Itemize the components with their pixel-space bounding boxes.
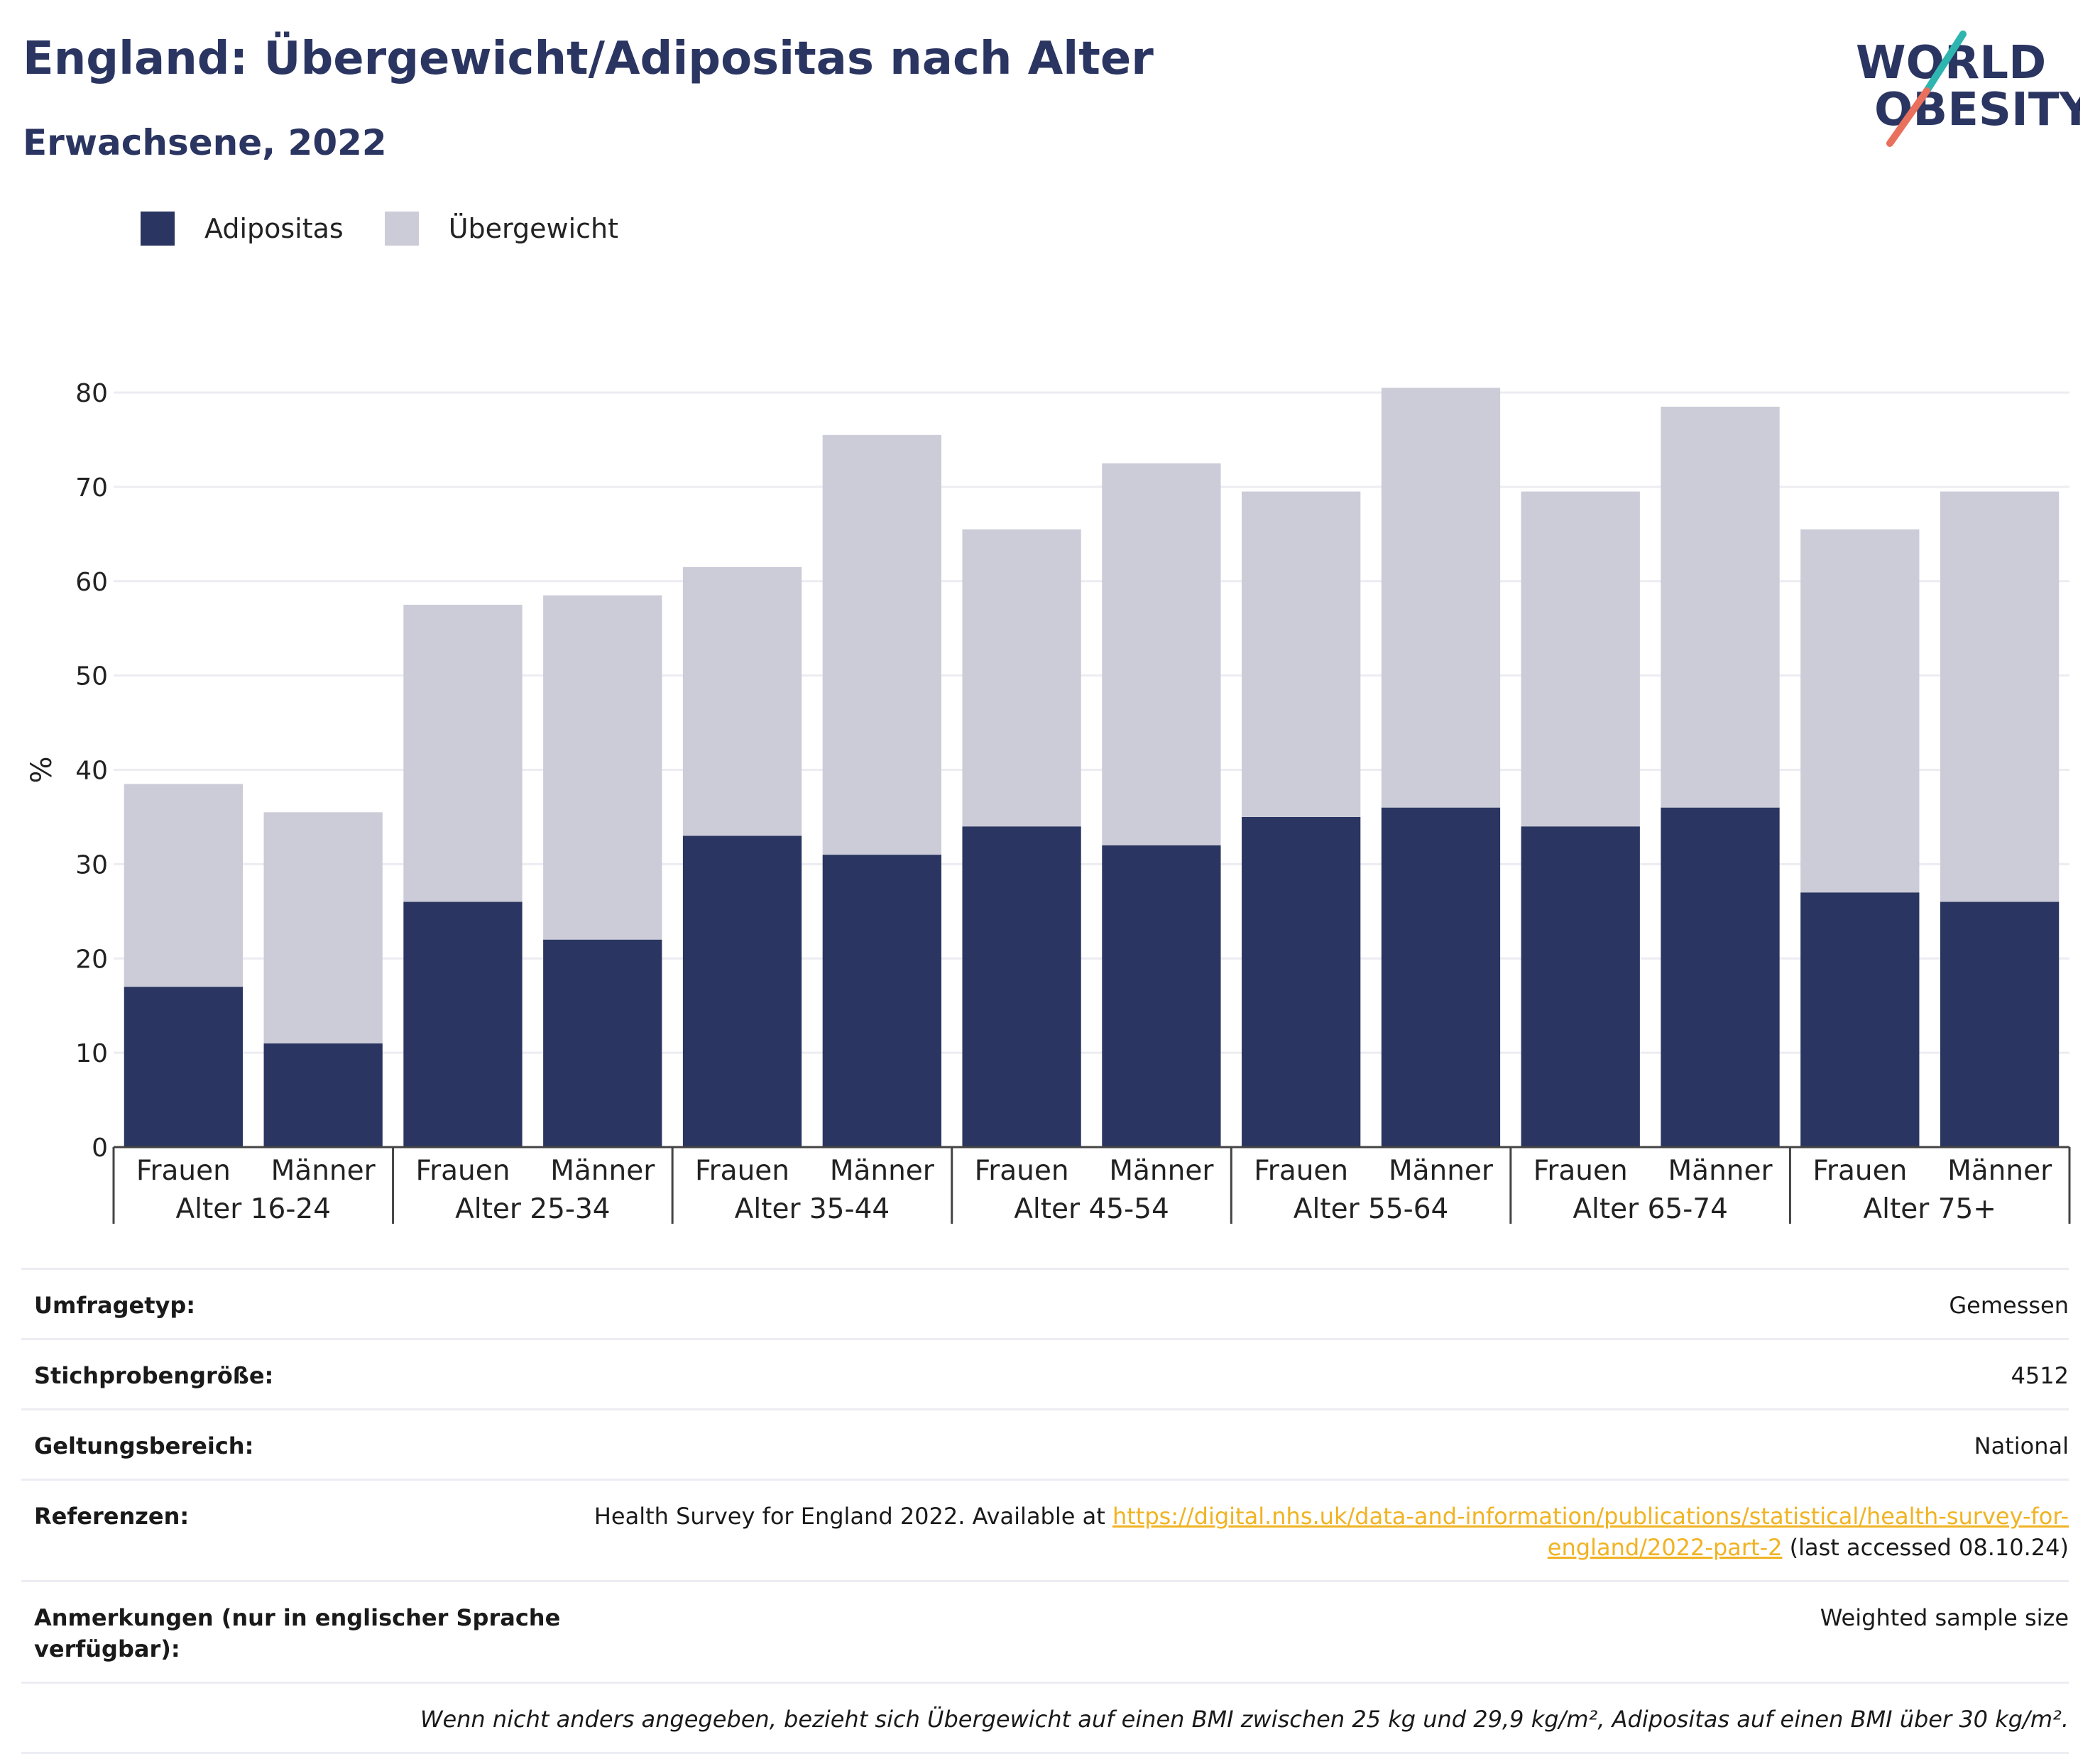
footnote: Wenn nicht anders angegeben, bezieht sic…: [21, 1682, 2069, 1754]
bar-uebergewicht: [1521, 491, 1640, 827]
bar-uebergewicht: [1940, 491, 2060, 902]
references-link-part2[interactable]: england/2022-part-2: [1547, 1534, 1783, 1561]
x-tick-label-sex: Frauen: [695, 1155, 789, 1187]
y-tick-label: 20: [75, 945, 108, 974]
references-value: Health Survey for England 2022. Availabl…: [574, 1501, 2069, 1563]
bar-uebergewicht: [124, 784, 244, 987]
legend-item-uebergewicht[interactable]: Übergewicht: [384, 212, 618, 246]
x-group-label: Alter 55-64: [1294, 1193, 1449, 1225]
bar-uebergewicht: [263, 812, 383, 1043]
logo-red-stroke: [1886, 87, 1930, 147]
x-group-label: Alter 25-34: [455, 1193, 611, 1225]
x-tick-label-sex: Frauen: [975, 1155, 1069, 1187]
references-link-part1[interactable]: https://digital.nhs.uk/data-and-informat…: [1112, 1503, 2069, 1530]
y-tick-label: 10: [75, 1039, 108, 1068]
info-row-survey-type: Umfragetyp: Gemessen: [21, 1268, 2069, 1338]
info-row-sample-size: Stichprobengröße: 4512: [21, 1338, 2069, 1408]
bar-adipositas: [962, 826, 1081, 1147]
x-group-label: Alter 45-54: [1014, 1193, 1169, 1225]
info-row-references: Referenzen: Health Survey for England 20…: [21, 1479, 2069, 1580]
bar-uebergewicht: [822, 434, 941, 855]
bar-adipositas: [1940, 901, 2060, 1147]
x-tick-label-sex: Männer: [1947, 1155, 2052, 1187]
bar-adipositas: [1800, 892, 1920, 1147]
bar-adipositas: [822, 855, 941, 1147]
x-group-label: Alter 65-74: [1573, 1193, 1728, 1225]
info-label: Stichprobengröße:: [34, 1362, 274, 1389]
chart-legend: Adipositas Übergewicht: [141, 210, 660, 247]
y-tick-label: 30: [75, 850, 108, 879]
bar-adipositas: [543, 939, 662, 1147]
info-row-notes: Anmerkungen (nur in englischer Sprache v…: [21, 1580, 2069, 1682]
info-value: Gemessen: [1949, 1292, 2069, 1319]
x-tick-label-sex: Männer: [271, 1155, 376, 1187]
bar-uebergewicht: [543, 595, 662, 940]
bar-uebergewicht: [1661, 406, 1780, 808]
legend-swatch-uebergewicht: [384, 212, 419, 246]
notes-label-line2: verfügbar):: [34, 1635, 180, 1662]
bar-uebergewicht: [1102, 463, 1221, 845]
y-tick-label: 60: [75, 568, 108, 597]
info-label: Anmerkungen (nur in englischer Sprache v…: [34, 1602, 574, 1665]
logo-teal-stroke: [1923, 31, 1967, 94]
x-tick-label-sex: Frauen: [136, 1155, 231, 1187]
x-tick-label-sex: Männer: [550, 1155, 655, 1187]
bar-adipositas: [1661, 807, 1780, 1147]
bar-adipositas: [1521, 826, 1640, 1147]
x-group-label: Alter 16-24: [176, 1193, 332, 1225]
legend-label-uebergewicht: Übergewicht: [448, 213, 618, 244]
bar-adipositas: [403, 901, 523, 1147]
info-table: Umfragetyp: Gemessen Stichprobengröße: 4…: [21, 1268, 2069, 1754]
bar-uebergewicht: [403, 604, 523, 902]
stacked-bar-chart: 0 10 20 30 40 50 60 70 80% Frauen Männer Frauen Männ…: [26, 379, 2071, 1225]
y-tick-label: 50: [75, 662, 108, 691]
references-text: Health Survey for England 2022. Availabl…: [594, 1503, 1105, 1530]
logo-line2: OBESITY: [1874, 84, 2080, 136]
info-value: 4512: [2011, 1362, 2069, 1389]
x-tick-label-sex: Frauen: [415, 1155, 510, 1187]
bar-adipositas: [682, 835, 802, 1147]
x-tick-label-sex: Männer: [1668, 1155, 1773, 1187]
x-tick-label-sex: Frauen: [1254, 1155, 1348, 1187]
x-tick-label-sex: Frauen: [1812, 1155, 1907, 1187]
y-axis-label: %: [26, 756, 58, 783]
y-tick-label: 80: [75, 379, 108, 408]
bar-adipositas: [1102, 845, 1221, 1147]
bar-uebergewicht: [682, 566, 802, 836]
x-tick-label-sex: Männer: [1389, 1155, 1494, 1187]
x-tick-label-sex: Männer: [830, 1155, 935, 1187]
legend-item-adipositas[interactable]: Adipositas: [141, 212, 344, 246]
x-group-label: Alter 75+: [1863, 1193, 1996, 1225]
bar-uebergewicht: [962, 529, 1081, 827]
world-obesity-logo: WORLD OBESITY: [1856, 31, 2080, 147]
chart-title: England: Übergewicht/Adipositas nach Alt…: [23, 33, 1154, 85]
y-tick-label: 70: [75, 473, 108, 503]
notes-label-line1: Anmerkungen (nur in englischer Sprache: [34, 1604, 561, 1631]
legend-swatch-adipositas: [141, 212, 175, 246]
info-label: Umfragetyp:: [34, 1292, 196, 1319]
x-tick-label-sex: Frauen: [1533, 1155, 1628, 1187]
bar-adipositas: [263, 1043, 383, 1147]
bar-adipositas: [1381, 807, 1501, 1147]
logo-line1: WORLD: [1856, 37, 2046, 89]
info-value: National: [1974, 1432, 2069, 1459]
y-tick-label: 40: [75, 757, 108, 786]
legend-label-adipositas: Adipositas: [204, 213, 344, 244]
info-row-scope: Geltungsbereich: National: [21, 1408, 2069, 1479]
y-tick-label: 0: [92, 1134, 108, 1163]
bar-uebergewicht: [1381, 388, 1501, 808]
bar-adipositas: [124, 987, 244, 1147]
bar-adipositas: [1242, 816, 1361, 1147]
x-group-label: Alter 35-44: [735, 1193, 890, 1225]
bar-uebergewicht: [1242, 491, 1361, 817]
info-label: Referenzen:: [34, 1503, 190, 1530]
bar-uebergewicht: [1800, 529, 1920, 893]
info-label: Geltungsbereich:: [34, 1432, 254, 1459]
references-accessed: (last accessed 08.10.24): [1789, 1534, 2069, 1561]
info-value: Weighted sample size: [1820, 1604, 2069, 1631]
x-tick-label-sex: Männer: [1109, 1155, 1214, 1187]
chart-subtitle: Erwachsene, 2022: [23, 122, 387, 163]
